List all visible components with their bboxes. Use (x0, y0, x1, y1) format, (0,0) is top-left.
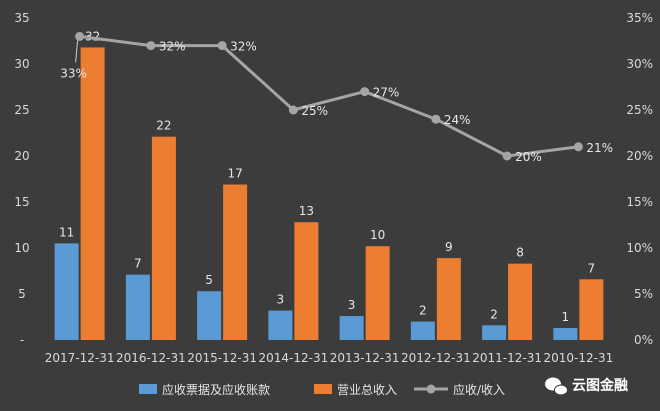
legend-swatch-receivables (139, 384, 157, 394)
watermark-label: 云图金融 (572, 377, 628, 394)
bar-data-label: 8 (516, 246, 524, 260)
bar-data-label: 9 (445, 240, 453, 254)
bar-data-label: 11 (59, 225, 74, 239)
bar-revenue (80, 47, 105, 340)
line-data-label: 32% (159, 40, 186, 54)
bar-revenue (151, 136, 176, 340)
bar-receivables (482, 325, 507, 340)
y-tick-label: - (20, 333, 24, 347)
line-data-label: 33% (60, 66, 87, 80)
x-tick-label: 2012-12-31 (401, 351, 471, 365)
legend-label-receivables: 应收票据及应收账款 (162, 382, 270, 397)
bar-revenue (436, 258, 461, 340)
ratio-point (431, 114, 441, 124)
x-tick-label: 2015-12-31 (187, 351, 257, 365)
bar-data-label: 3 (348, 298, 356, 312)
y2-tick-label: 0% (634, 333, 653, 347)
bar-data-label: 2 (490, 307, 498, 321)
line-data-label: 25% (301, 104, 328, 118)
y-tick-label: 10 (14, 241, 29, 255)
legend-label-revenue: 营业总收入 (337, 383, 397, 397)
bar-revenue (223, 184, 248, 340)
y-tick-label: 25 (14, 103, 29, 117)
legend-swatch-revenue (314, 384, 332, 394)
y2-tick-label: 20% (626, 149, 653, 163)
bar-receivables (54, 243, 79, 340)
wechat-icon (554, 384, 568, 396)
bar-receivables (339, 316, 364, 340)
label-leader-line (75, 40, 79, 63)
y2-tick-label: 35% (626, 11, 653, 25)
y2-tick-label: 25% (626, 103, 653, 117)
bar-data-label: 2 (419, 304, 427, 318)
ratio-point (288, 105, 298, 115)
legend-label-ratio: 应收/收入 (453, 382, 505, 397)
y-tick-label: 35 (14, 11, 29, 25)
line-data-label: 20% (515, 150, 542, 164)
y2-tick-label: 15% (626, 195, 653, 209)
bar-revenue (508, 263, 533, 340)
ratio-point (502, 151, 512, 161)
y2-tick-label: 30% (626, 57, 653, 71)
ratio-line (79, 34, 579, 158)
line-data-label: 32% (230, 40, 257, 54)
ratio-point (75, 31, 85, 41)
bar-revenue (579, 279, 604, 340)
y-tick-label: 20 (14, 149, 29, 163)
ratio-point (360, 87, 370, 97)
x-tick-label: 2013-12-31 (330, 351, 400, 365)
y-tick-label: 15 (14, 195, 29, 209)
x-tick-label: 2016-12-31 (116, 351, 186, 365)
x-tick-label: 2011-12-31 (472, 351, 542, 365)
bar-revenue (365, 246, 390, 340)
bar-data-label: 7 (134, 257, 142, 271)
ratio-point (146, 41, 156, 51)
bar-revenue (294, 222, 319, 340)
line-data-label: 27% (373, 86, 400, 100)
line-data-label: 21% (586, 141, 613, 155)
y-tick-label: 30 (14, 57, 29, 71)
y2-tick-label: 10% (626, 241, 653, 255)
bar-data-label: 7 (588, 261, 596, 275)
bar-data-label: 13 (299, 204, 314, 218)
bar-receivables (125, 274, 150, 340)
y2-tick-label: 5% (634, 287, 653, 301)
x-tick-label: 2017-12-31 (45, 351, 115, 365)
line-data-label: 24% (444, 113, 471, 127)
x-tick-label: 2010-12-31 (544, 351, 614, 365)
y-tick-label: 5 (18, 287, 26, 301)
legend-marker-ratio (426, 384, 436, 394)
bar-data-label: 1 (562, 310, 570, 324)
bar-receivables (553, 328, 578, 340)
bar-data-label: 17 (227, 167, 242, 181)
ratio-point (217, 41, 227, 51)
bar-receivables (268, 310, 293, 340)
ratio-point (573, 142, 583, 152)
bar-receivables (410, 321, 435, 340)
bar-data-label: 10 (370, 228, 385, 242)
bar-data-label: 22 (156, 119, 171, 133)
bar-data-label: 5 (205, 273, 213, 287)
x-tick-label: 2014-12-31 (259, 351, 329, 365)
bar-data-label: 3 (277, 293, 285, 307)
bar-receivables (197, 291, 222, 340)
